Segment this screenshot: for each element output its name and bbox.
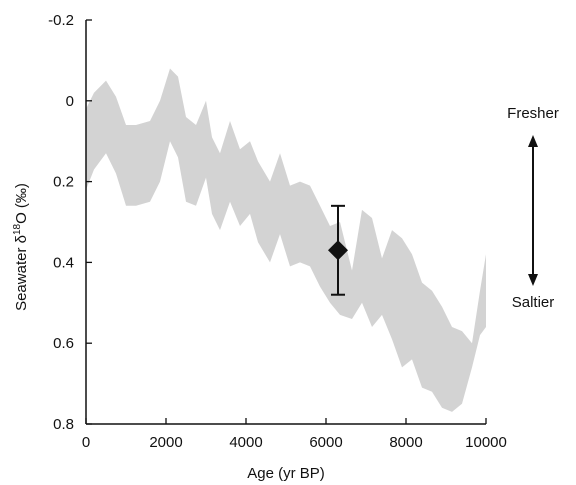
x-tick-label: 4000 bbox=[229, 434, 262, 451]
x-tick-label: 8000 bbox=[389, 434, 422, 451]
band-area bbox=[86, 68, 486, 412]
arrow-head-up bbox=[528, 135, 538, 147]
axes bbox=[85, 20, 486, 425]
y-axis-label-sup: 18 bbox=[12, 223, 23, 235]
diamond-marker bbox=[328, 240, 348, 261]
y-axis-label-main: Seawater δ bbox=[13, 235, 30, 311]
x-tick-label: 0 bbox=[82, 434, 90, 451]
x-tick-label: 6000 bbox=[309, 434, 342, 451]
annotation-fresher: Fresher bbox=[507, 105, 559, 122]
y-ticks: -0.2 0 0.2 0.4 0.6 0.8 bbox=[48, 12, 92, 433]
x-axis-label: Age (yr BP) bbox=[247, 465, 325, 482]
y-tick-label: 0.8 bbox=[53, 416, 74, 433]
x-ticks: 0 2000 4000 6000 8000 10000 bbox=[82, 418, 507, 451]
y-tick-label: -0.2 bbox=[48, 12, 74, 29]
double-arrow-icon bbox=[528, 135, 538, 286]
y-tick-label: 0 bbox=[66, 93, 74, 110]
y-axis-label: Seawater δ18O (‰) bbox=[12, 183, 30, 311]
y-tick-label: 0.4 bbox=[53, 254, 74, 271]
y-tick-label: 0.6 bbox=[53, 335, 74, 352]
x-tick-label: 2000 bbox=[149, 434, 182, 451]
x-tick-label: 10000 bbox=[465, 434, 507, 451]
annotation-saltier: Saltier bbox=[512, 294, 555, 311]
y-tick-label: 0.2 bbox=[53, 174, 74, 191]
y-axis-label-tail: O (‰) bbox=[13, 183, 30, 224]
arrow-head-down bbox=[528, 274, 538, 286]
data-marker bbox=[328, 204, 348, 296]
